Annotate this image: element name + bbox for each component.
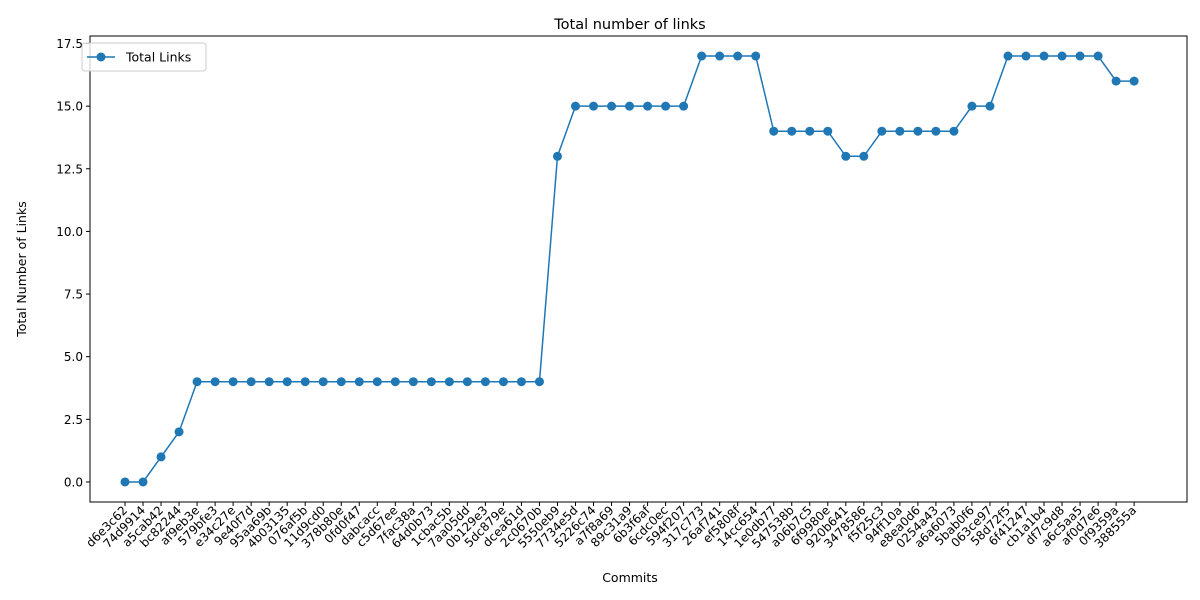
data-point bbox=[282, 377, 292, 387]
data-point bbox=[174, 427, 184, 437]
data-point bbox=[516, 377, 526, 387]
data-point bbox=[1057, 51, 1067, 61]
y-tick-label: 2.5 bbox=[64, 413, 83, 427]
y-tick-label: 10.0 bbox=[56, 225, 83, 239]
x-axis-label: Commits bbox=[602, 570, 658, 585]
data-point bbox=[859, 151, 869, 161]
data-point bbox=[877, 126, 887, 136]
data-point bbox=[354, 377, 364, 387]
data-point bbox=[1039, 51, 1049, 61]
data-point bbox=[156, 452, 166, 462]
data-point bbox=[715, 51, 725, 61]
y-tick-label: 15.0 bbox=[56, 100, 83, 114]
legend-label: Total Links bbox=[125, 50, 191, 65]
data-point bbox=[390, 377, 400, 387]
data-point bbox=[372, 377, 382, 387]
data-point bbox=[769, 126, 779, 136]
y-tick-label: 0.0 bbox=[64, 475, 83, 489]
data-point bbox=[823, 126, 833, 136]
data-point bbox=[589, 101, 599, 111]
y-axis: 0.0 2.5 5.0 7.5 10.0 12.5 15.0 17.5 bbox=[56, 37, 90, 489]
series-line bbox=[125, 55, 1135, 483]
legend: Total Links bbox=[81, 42, 207, 72]
data-point bbox=[426, 377, 436, 387]
data-point bbox=[643, 101, 653, 111]
legend-frame bbox=[81, 42, 207, 72]
series-total-links bbox=[120, 51, 1139, 487]
data-point bbox=[210, 377, 220, 387]
data-point bbox=[607, 101, 617, 111]
chart-title: Total number of links bbox=[553, 17, 705, 33]
data-point bbox=[408, 377, 418, 387]
data-point bbox=[985, 101, 995, 111]
data-point bbox=[895, 126, 905, 136]
data-point bbox=[120, 477, 130, 487]
data-point bbox=[679, 101, 689, 111]
data-point bbox=[318, 377, 328, 387]
data-point bbox=[1075, 51, 1085, 61]
data-point bbox=[625, 101, 635, 111]
data-point bbox=[498, 377, 508, 387]
data-point bbox=[967, 101, 977, 111]
data-point bbox=[733, 51, 743, 61]
data-point bbox=[480, 377, 490, 387]
data-point bbox=[264, 377, 274, 387]
data-point bbox=[1111, 76, 1121, 86]
data-point bbox=[300, 377, 310, 387]
data-point bbox=[697, 51, 707, 61]
data-point bbox=[1003, 51, 1013, 61]
data-point bbox=[138, 477, 148, 487]
data-point bbox=[228, 377, 238, 387]
data-point bbox=[805, 126, 815, 136]
data-point bbox=[949, 126, 959, 136]
data-point bbox=[913, 126, 923, 136]
data-point bbox=[1129, 76, 1139, 86]
y-tick-label: 7.5 bbox=[64, 288, 83, 302]
x-axis: d6e3c6274d9914a5cab42bc82244af9eb3e579bf… bbox=[83, 502, 1139, 551]
plot-area bbox=[89, 35, 1188, 503]
y-tick-label: 5.0 bbox=[64, 350, 83, 364]
data-point bbox=[931, 126, 941, 136]
data-point bbox=[462, 377, 472, 387]
data-point bbox=[444, 377, 454, 387]
data-point bbox=[571, 101, 580, 111]
data-point bbox=[192, 377, 202, 387]
legend-marker bbox=[96, 52, 106, 62]
data-point bbox=[246, 377, 256, 387]
data-point bbox=[841, 151, 851, 161]
data-point bbox=[552, 151, 562, 161]
data-point bbox=[1021, 51, 1031, 61]
data-point bbox=[751, 51, 761, 61]
data-point bbox=[661, 101, 671, 111]
y-tick-label: 12.5 bbox=[56, 162, 83, 176]
y-tick-label: 17.5 bbox=[56, 37, 83, 51]
data-point bbox=[1093, 51, 1103, 61]
data-point bbox=[534, 377, 544, 387]
data-point bbox=[336, 377, 346, 387]
y-axis-label: Total Number of Links bbox=[14, 201, 29, 338]
data-point bbox=[787, 126, 797, 136]
